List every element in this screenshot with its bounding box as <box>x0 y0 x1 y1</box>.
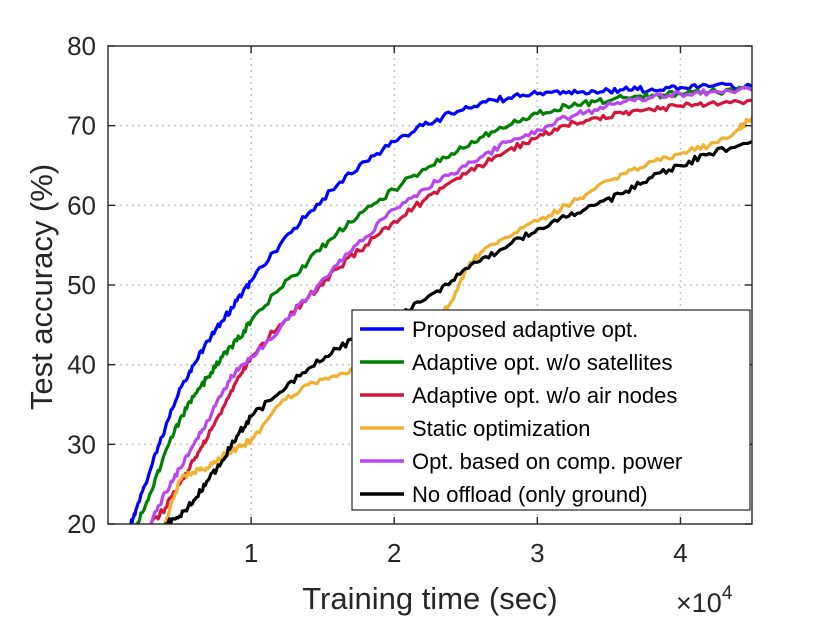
y-tick-label: 50 <box>67 270 96 300</box>
x-tick-label: 3 <box>530 538 544 568</box>
x-tick-label: 2 <box>387 538 401 568</box>
axis-ticks: 1 2 3 4 20 30 40 50 60 70 80 <box>67 31 752 568</box>
y-tick-label: 60 <box>67 190 96 220</box>
legend-label-no-offload-only-ground: No offload (only ground) <box>412 482 648 507</box>
x-multiplier-base: ×104 <box>676 583 733 618</box>
y-tick-label: 70 <box>67 111 96 141</box>
legend: Proposed adaptive opt. Adaptive opt. w/o … <box>351 309 751 511</box>
grid <box>108 46 752 524</box>
legend-label-static-optimization: Static optimization <box>412 416 591 441</box>
x-multiplier-prefix: ×10 <box>676 588 722 618</box>
series-line-adaptive-opt-w-o-air-nodes <box>149 98 752 524</box>
y-axis-label: Test accuracy (%) <box>24 164 59 410</box>
y-tick-label: 20 <box>67 509 96 539</box>
series-line-adaptive-opt-w-o-satellites <box>135 85 752 524</box>
y-tick-label: 40 <box>67 350 96 380</box>
y-tick-label: 30 <box>67 429 96 459</box>
x-multiplier-exponent: 4 <box>722 583 733 604</box>
x-tick-label: 1 <box>244 538 258 568</box>
series-line-proposed-adaptive-opt <box>129 81 752 524</box>
y-tick-label: 80 <box>67 31 96 61</box>
legend-label-adaptive-opt-w-o-air-nodes: Adaptive opt. w/o air nodes <box>412 383 677 408</box>
legend-label-proposed-adaptive-opt: Proposed adaptive opt. <box>412 317 638 342</box>
x-axis-label: Training time (sec) <box>302 581 558 616</box>
series-line-opt-based-on-comp-power <box>149 85 752 524</box>
legend-label-adaptive-opt-w-o-satellites: Adaptive opt. w/o satellites <box>412 350 672 375</box>
x-tick-label: 4 <box>673 538 687 568</box>
legend-box <box>351 309 751 511</box>
x-multiplier: ×104 <box>676 583 733 618</box>
legend-label-opt-based-on-comp-power: Opt. based on comp. power <box>412 449 682 474</box>
legend-items: Proposed adaptive opt. Adaptive opt. w/o … <box>360 317 682 507</box>
